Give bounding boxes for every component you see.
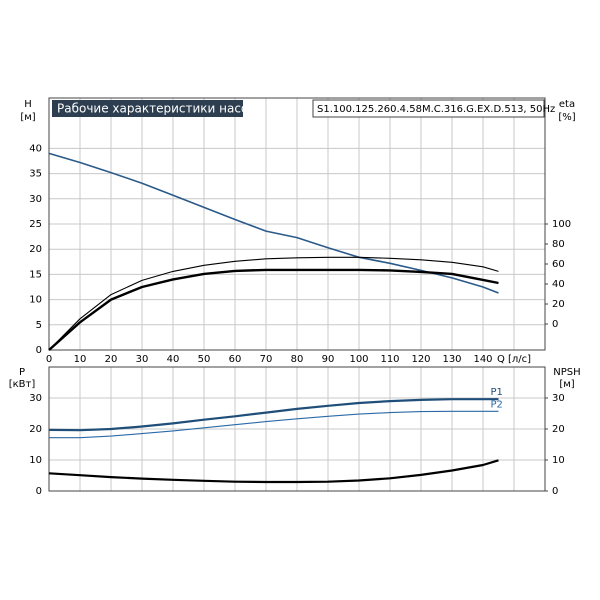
series-line: [48, 268, 499, 351]
x-tick-label: 30: [136, 354, 149, 365]
plot-frame: [48, 366, 546, 492]
series-line: [48, 152, 499, 294]
x-tick-label: 40: [167, 354, 180, 365]
y2-tick-label: 0: [552, 319, 558, 330]
chart-title: Рабочие характеристики насоса: [57, 102, 262, 116]
y-unit: [кВт]: [9, 379, 36, 390]
x-axis-label: Q [л/с]: [497, 354, 531, 365]
y-tick-label: 10: [29, 295, 42, 306]
subtitle-box: [312, 99, 545, 118]
y2-tick-label: 10: [552, 455, 565, 466]
series-line: [48, 398, 499, 432]
y-tick-label: 40: [29, 143, 42, 154]
y-tick-label: 30: [29, 393, 42, 404]
x-tick-label: 130: [442, 354, 461, 365]
y2-unit: [%]: [558, 112, 575, 123]
y-unit: [м]: [20, 112, 35, 123]
y-tick-label: 5: [36, 320, 42, 331]
series-line: [49, 410, 499, 439]
y2-tick-label: 40: [552, 279, 565, 290]
y-label: P: [19, 367, 25, 378]
x-tick-label: 0: [46, 354, 52, 365]
x-tick-label: 90: [322, 354, 335, 365]
y2-tick-label: 100: [552, 219, 571, 230]
x-tick-label: 50: [198, 354, 211, 365]
y2-label: eta: [559, 99, 575, 110]
x-tick-label: 70: [260, 354, 273, 365]
y-tick-label: 25: [29, 219, 42, 230]
y-tick-label: 20: [29, 244, 42, 255]
x-tick-label: 10: [74, 354, 87, 365]
x-tick-label: 110: [380, 354, 399, 365]
y2-tick-label: 20: [552, 299, 565, 310]
y2-tick-label: 30: [552, 393, 565, 404]
y-tick-label: 30: [29, 194, 42, 205]
y2-label: NPSH: [553, 367, 580, 378]
x-tick-label: 140: [473, 354, 492, 365]
y2-tick-label: 60: [552, 259, 565, 270]
y-label: H: [24, 99, 32, 110]
y2-tick-label: 0: [552, 486, 558, 497]
chart-subtitle: S1.100.125.260.4.58M.C.316.G.EX.D.513, 5…: [317, 104, 555, 115]
y-tick-label: 0: [36, 345, 42, 356]
series-label: P2: [491, 399, 503, 410]
x-tick-label: 120: [411, 354, 430, 365]
y-tick-label: 0: [36, 486, 42, 497]
y2-unit: [м]: [559, 379, 574, 390]
x-tick-label: 20: [105, 354, 118, 365]
y-tick-label: 15: [29, 269, 42, 280]
y2-tick-label: 20: [552, 424, 565, 435]
y-tick-label: 35: [29, 169, 42, 180]
y-tick-label: 20: [29, 424, 42, 435]
plot-frame: [48, 97, 546, 351]
y-tick-label: 10: [29, 455, 42, 466]
title-box: [52, 100, 243, 117]
x-tick-label: 100: [349, 354, 368, 365]
series-label: P1: [491, 387, 503, 398]
x-tick-label: 80: [291, 354, 304, 365]
series-line: [48, 256, 499, 351]
x-tick-label: 60: [229, 354, 242, 365]
series-line: [48, 459, 499, 484]
y2-tick-label: 80: [552, 239, 565, 250]
